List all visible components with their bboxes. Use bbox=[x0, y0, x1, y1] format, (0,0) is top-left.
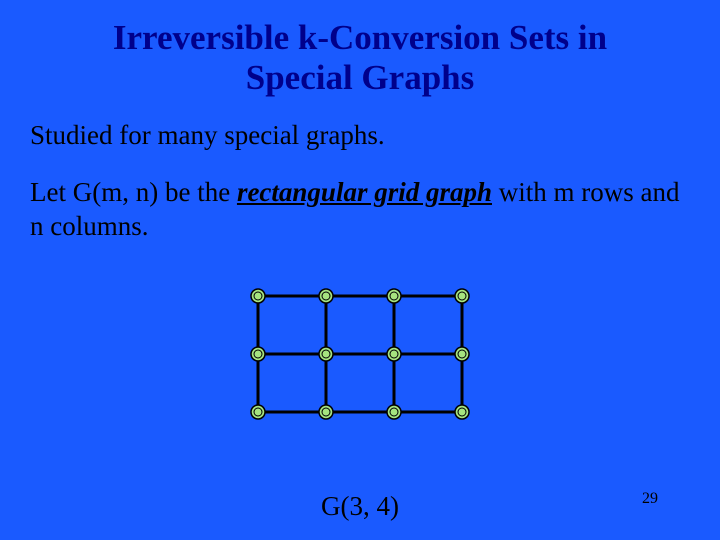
grid-node bbox=[455, 289, 469, 303]
page-number: 29 bbox=[642, 490, 658, 508]
grid-node bbox=[319, 289, 333, 303]
grid-node bbox=[387, 347, 401, 361]
para2-emphasis: rectangular grid graph bbox=[237, 177, 492, 207]
figure-caption: G(3, 4) bbox=[0, 491, 720, 522]
figure-wrap bbox=[30, 284, 690, 429]
grid-node bbox=[251, 347, 265, 361]
grid-node bbox=[251, 289, 265, 303]
title-line-1: Irreversible k-Conversion Sets in bbox=[113, 18, 607, 57]
slide: Irreversible k-Conversion Sets in Specia… bbox=[0, 0, 720, 540]
grid-node bbox=[251, 405, 265, 419]
paragraph-1: Studied for many special graphs. bbox=[30, 119, 690, 153]
grid-graph-figure bbox=[246, 284, 474, 424]
grid-node bbox=[387, 289, 401, 303]
grid-node bbox=[319, 347, 333, 361]
para2-part-a: Let G(m, n) be the bbox=[30, 177, 237, 207]
grid-node bbox=[387, 405, 401, 419]
slide-title: Irreversible k-Conversion Sets in Specia… bbox=[30, 18, 690, 99]
grid-node bbox=[455, 405, 469, 419]
title-line-2: Special Graphs bbox=[246, 58, 475, 97]
grid-node bbox=[455, 347, 469, 361]
grid-node bbox=[319, 405, 333, 419]
paragraph-2: Let G(m, n) be the rectangular grid grap… bbox=[30, 176, 690, 244]
